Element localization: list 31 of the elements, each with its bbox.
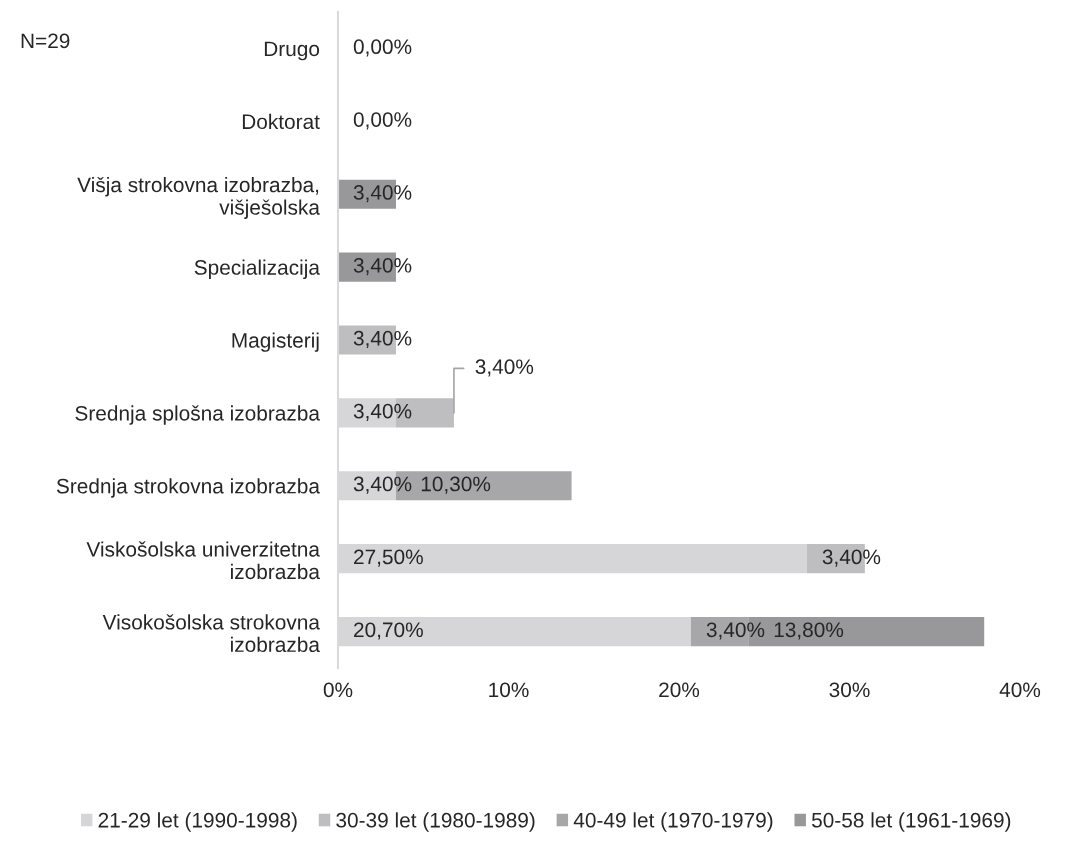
data-label: 0,00%: [353, 112, 412, 130]
data-label: 3,40%: [822, 549, 881, 567]
data-label: 0,00%: [353, 39, 412, 57]
data-label: 3,40%: [353, 330, 412, 349]
legend-label: 30-39 let (1980-1989): [336, 812, 535, 832]
legend-label: 21-29 let (1990-1998): [98, 812, 297, 832]
data-label: 3,40%: [706, 622, 765, 640]
y-tick-label: Višja strokovna izobrazba, višješolska: [77, 176, 320, 219]
legend-label: 50-58 let (1961-1969): [811, 812, 1011, 832]
text: N=29: [21, 33, 70, 49]
x-tick-label: 0%: [323, 682, 353, 698]
data-label: 3,40%: [353, 476, 412, 494]
y-tick-label: Visokošolska strokovna izobrazba: [102, 614, 320, 653]
y-tick-label: Magisterij: [232, 332, 319, 352]
y-tick-label: Specializacija: [194, 259, 320, 279]
x-tick-label: 10%: [489, 682, 529, 698]
data-label: 27,50%: [354, 549, 423, 567]
data-label: 3,40%: [475, 359, 534, 377]
y-tick-label: Srednja strokovna izobrazba: [56, 478, 320, 498]
x-tick-label: 20%: [659, 682, 700, 698]
y-tick-label: Viskošolska univerzitetna izobrazba: [86, 541, 320, 580]
x-tick-label: 40%: [999, 682, 1041, 698]
data-label: 3,40%: [353, 403, 412, 421]
data-label: 13,80%: [774, 622, 844, 640]
legend-label: 40-49 let (1970-1979): [573, 812, 773, 832]
y-tick-label: Drugo: [264, 41, 320, 61]
data-label: 10,30%: [421, 476, 491, 494]
x-tick-label: 30%: [829, 682, 870, 698]
y-tick-label: Srednja splošna izobrazba: [75, 405, 320, 425]
data-label: 20,70%: [354, 622, 423, 640]
y-tick-label: Doktorat: [242, 113, 320, 130]
